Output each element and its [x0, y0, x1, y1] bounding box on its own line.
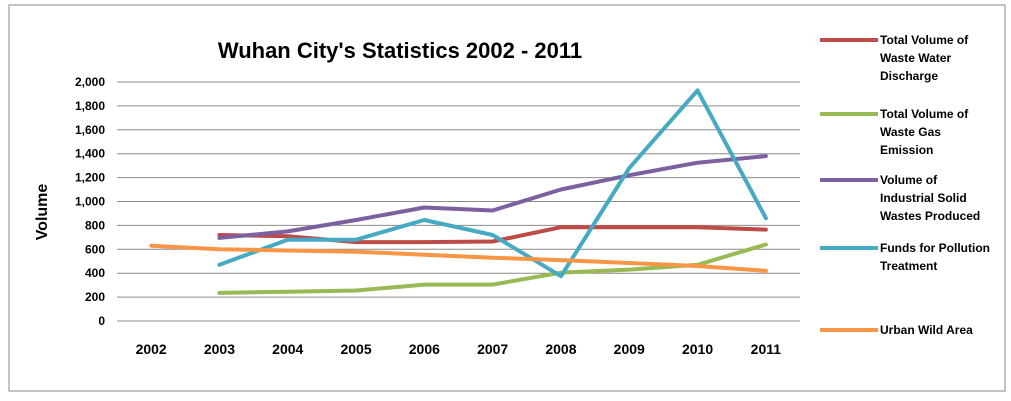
- legend-label: Total Volume of: [880, 107, 969, 121]
- legend-label: Industrial Solid: [880, 191, 967, 205]
- series-line: [217, 154, 768, 240]
- x-tick-label: 2009: [614, 341, 645, 357]
- x-tick-label: 2008: [545, 341, 576, 357]
- x-tick-label: 2006: [409, 341, 440, 357]
- series-lines: [149, 88, 768, 295]
- legend-label: Discharge: [880, 69, 938, 83]
- y-tick-label: 1,600: [75, 123, 105, 137]
- y-tick-label: 1,800: [75, 99, 105, 113]
- y-tick-label: 1,400: [75, 147, 105, 161]
- y-tick-label: 1,000: [75, 195, 105, 209]
- gridlines: [117, 81, 800, 322]
- y-tick-label: 400: [85, 266, 105, 280]
- y-tick-label: 1,200: [75, 171, 105, 185]
- y-axis-label: Volume: [34, 184, 51, 241]
- legend-label: Emission: [880, 143, 933, 157]
- legend: Total Volume of Waste Water Discharge Total…: [820, 33, 990, 337]
- y-tick-label: 2,000: [75, 75, 105, 89]
- legend-label: Wastes Produced: [880, 209, 980, 223]
- legend-label: Waste Gas: [880, 125, 941, 139]
- legend-label: Treatment: [880, 259, 937, 273]
- y-tick-label: 0: [98, 314, 105, 328]
- chart-title: Wuhan City's Statistics 2002 - 2011: [218, 38, 582, 63]
- legend-label: Volume of: [880, 173, 938, 187]
- x-tick-label: 2007: [477, 341, 508, 357]
- x-tick-label: 2004: [272, 341, 303, 357]
- y-tick-label: 200: [85, 290, 105, 304]
- x-axis-ticks: 2002 2003 2004 2005 2006 2007 2008 2009 2010 2011: [136, 341, 782, 357]
- y-tick-label: 600: [85, 242, 105, 256]
- legend-label: Urban Wild Area: [880, 323, 973, 337]
- chart-border: [8, 4, 1006, 392]
- legend-label: Funds for Pollution: [880, 241, 990, 255]
- x-tick-label: 2005: [340, 341, 371, 357]
- series-line: [217, 88, 768, 279]
- legend-label: Total Volume of: [880, 33, 969, 47]
- x-tick-label: 2010: [682, 341, 713, 357]
- y-tick-label: 800: [85, 218, 105, 232]
- series-line: [149, 243, 768, 273]
- x-tick-label: 2002: [136, 341, 167, 357]
- x-tick-label: 2003: [204, 341, 235, 357]
- x-tick-label: 2011: [751, 341, 782, 357]
- y-axis-ticks: 0 200 400 600 800 1,000 1,200 1,400 1,600 1,800 2,…: [75, 75, 105, 328]
- legend-label: Waste Water: [880, 51, 951, 65]
